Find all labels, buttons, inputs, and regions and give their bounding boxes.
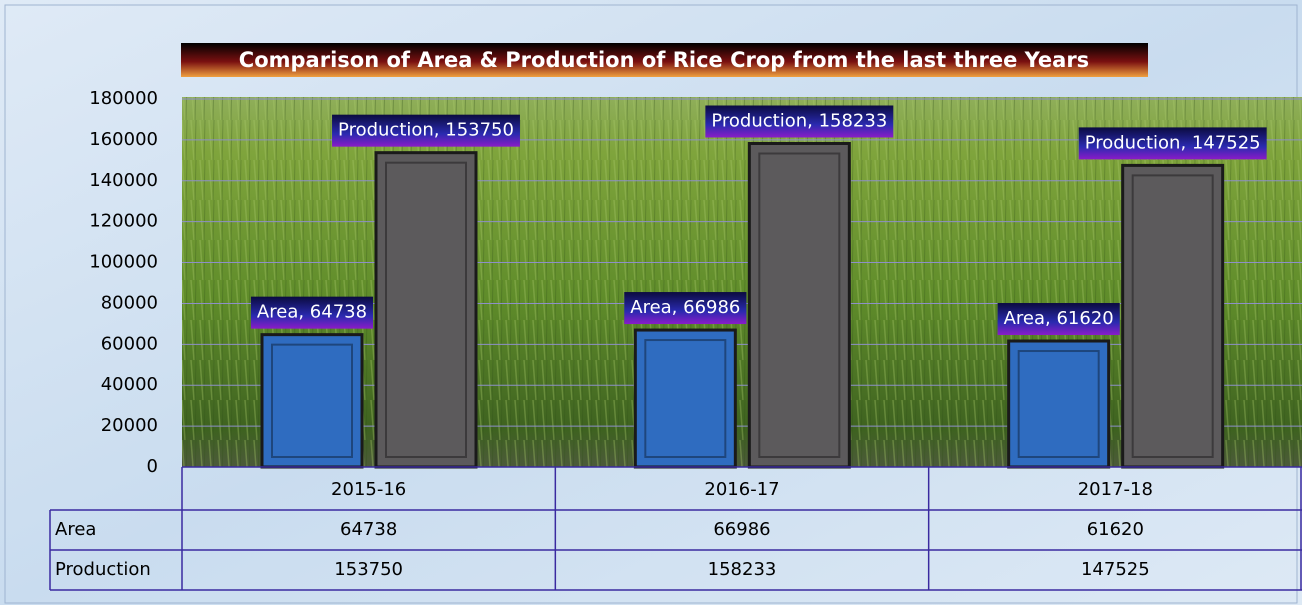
y-tick-label: 100000 [89,252,158,273]
data-label: Area, 66986 [630,297,740,318]
table-row-header: Area [55,519,96,540]
bar [749,144,849,467]
y-tick-label: 0 [147,456,158,477]
table-cell: 66986 [713,519,770,540]
x-tick-label: 2016-17 [704,479,779,500]
bar [635,330,735,467]
table-cell: 64738 [340,519,397,540]
table-cell: 147525 [1081,559,1150,580]
bar [1009,341,1109,467]
y-tick-label: 120000 [89,211,158,232]
y-tick-label: 140000 [89,170,158,191]
data-label: Production, 153750 [338,120,514,141]
y-tick-label: 180000 [89,88,158,109]
data-label: Production, 147525 [1085,132,1261,153]
table-cell: 153750 [334,559,403,580]
y-tick-label: 160000 [89,129,158,150]
bar [376,153,476,467]
table-row-header: Production [55,559,151,580]
chart: Comparison of Area & Production of Rice … [0,0,1302,605]
bar [1123,165,1223,467]
y-tick-label: 60000 [101,333,158,354]
x-tick-label: 2017-18 [1078,479,1153,500]
data-label: Production, 158233 [711,111,887,132]
y-tick-label: 40000 [101,374,158,395]
bar [262,335,362,467]
y-tick-label: 80000 [101,292,158,313]
chart-title: Comparison of Area & Production of Rice … [239,48,1089,72]
table-cell: 61620 [1087,519,1144,540]
data-label: Area, 61620 [1004,308,1114,329]
data-label: Area, 64738 [257,302,367,323]
x-tick-label: 2015-16 [331,479,406,500]
table-cell: 158233 [708,559,777,580]
y-tick-label: 20000 [101,415,158,436]
